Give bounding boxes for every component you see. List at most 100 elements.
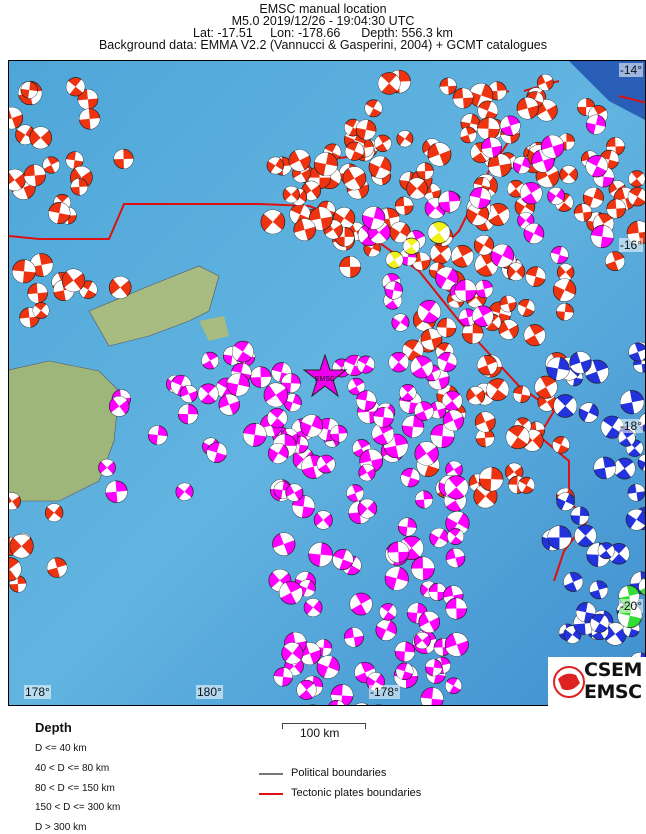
focal-mechanism-beachball [273, 667, 293, 687]
focal-mechanism-beachball [445, 460, 463, 479]
focal-mechanism-beachball [550, 245, 569, 264]
focal-mechanism-beachball [552, 278, 577, 302]
focal-mechanism-beachball [469, 187, 492, 209]
focal-mechanism-beachball [32, 302, 50, 319]
focal-mechanism-beachball [9, 534, 34, 559]
focal-mechanism-beachball [563, 572, 584, 592]
focal-mechanism-beachball [429, 242, 452, 265]
focal-mechanism-beachball [476, 355, 498, 376]
focal-mechanism-beachball [368, 155, 392, 179]
depth-legend-item: D > 300 km [35, 822, 87, 833]
focal-mechanism-beachball [481, 137, 502, 158]
focal-mechanism-beachball [628, 170, 645, 188]
focal-mechanism-beachball [242, 423, 267, 447]
focal-mechanism-beachball [450, 244, 474, 268]
focal-mechanism-beachball [546, 356, 570, 381]
island-vanua-levu [88, 265, 220, 347]
tectonic-line-swatch [259, 793, 283, 795]
focal-mechanism-beachball [445, 548, 466, 568]
map-title: EMSC manual location [259, 2, 387, 16]
focal-mechanism-beachball [279, 580, 303, 605]
focal-mechanism-beachball [349, 592, 373, 616]
focal-mechanism-beachball [486, 203, 510, 227]
focal-mechanism-beachball [459, 126, 477, 144]
focal-mechanism-beachball [179, 385, 198, 403]
focal-mechanism-beachball [267, 442, 289, 464]
focal-mechanism-beachball [625, 508, 645, 531]
focal-mechanism-beachball [552, 436, 570, 454]
focal-mechanism-beachball [355, 119, 377, 141]
focal-mechanism-beachball [77, 89, 99, 110]
focal-mechanism-beachball [420, 687, 444, 705]
focal-mechanism-beachball [416, 162, 434, 180]
political-legend: Political boundaries [291, 767, 387, 779]
focal-mechanism-beachball [461, 322, 484, 345]
focal-mechanism-beachball [356, 355, 375, 374]
scale-label: 100 km [300, 726, 340, 740]
focal-mechanism-beachball [218, 393, 240, 416]
focal-mechanism-beachball [375, 704, 383, 705]
focal-mechanism-beachball [556, 492, 575, 511]
focal-mechanism-beachball [20, 81, 38, 99]
focal-mechanism-beachball [364, 99, 383, 118]
focal-mechanism-beachball [98, 458, 116, 477]
focal-mechanism-beachball [27, 282, 48, 304]
focal-mechanism-beachball [385, 250, 404, 269]
focal-mechanism-beachball [309, 704, 317, 705]
focal-mechanism-beachball [282, 185, 300, 204]
focal-mechanism-beachball [627, 483, 645, 502]
focal-mechanism-beachball [339, 256, 361, 278]
focal-mechanism-beachball [303, 598, 323, 617]
focal-mechanism-beachball [499, 115, 521, 136]
depth-legend-item: 80 < D <= 150 km [35, 783, 115, 794]
focal-mechanism-beachball [414, 401, 434, 421]
focal-mechanism-beachball [414, 490, 433, 509]
focal-mechanism-beachball [472, 305, 494, 327]
focal-mechanism-beachball [516, 97, 539, 120]
focal-mechanism-beachball [512, 156, 531, 175]
focal-mechanism-beachball [29, 126, 53, 150]
lat-tick: -14° [618, 63, 643, 77]
scale-bar [282, 723, 366, 729]
focal-mechanism-beachball [523, 223, 545, 244]
focal-mechanism-beachball [373, 406, 394, 428]
focal-mechanism-beachball [556, 303, 574, 321]
focal-mechanism-beachball [285, 483, 304, 502]
focal-mechanism-beachball [454, 279, 477, 302]
focal-mechanism-beachball [108, 276, 132, 299]
lat-tick: -16° [618, 238, 643, 252]
focal-mechanism-beachball [387, 541, 410, 564]
epicenter-star[interactable]: EMSC [302, 353, 348, 398]
event-info: M5.0 2019/12/26 - 19:04:30 UTC [231, 14, 415, 28]
focal-mechanism-beachball [263, 382, 289, 408]
focal-mechanism-beachball [313, 152, 338, 177]
focal-mechanism-beachball [397, 517, 417, 537]
depth-legend-title: Depth [35, 720, 72, 735]
focal-mechanism-beachball [358, 463, 376, 482]
focal-mechanism-beachball [9, 168, 26, 192]
focal-mechanism-beachball [578, 402, 599, 423]
focal-mechanism-beachball [575, 602, 597, 623]
focal-mechanism-beachball [606, 198, 626, 219]
focal-mechanism-beachball [291, 495, 316, 519]
focal-mechanism-beachball [175, 482, 194, 501]
focal-mechanism-beachball [413, 632, 431, 650]
depth-legend-item: D <= 40 km [35, 743, 87, 754]
focal-mechanism-beachball [394, 196, 414, 216]
focal-mechanism-beachball [70, 178, 88, 196]
focal-mechanism-beachball [435, 266, 459, 291]
focal-mechanism-beachball [569, 351, 592, 374]
focal-mechanism-beachball [267, 407, 288, 429]
focal-mechanism-beachball [357, 498, 378, 519]
focal-mechanism-beachball [281, 642, 304, 665]
focal-mechanism-beachball [430, 423, 455, 449]
focal-mechanism-beachball [42, 156, 60, 174]
focal-mechanism-beachball [600, 415, 624, 439]
focal-mechanism-beachball [490, 243, 515, 268]
focal-mechanism-beachball [400, 467, 420, 488]
focal-mechanism-beachball [428, 401, 447, 419]
focal-mechanism-beachball [362, 206, 386, 230]
seismicity-map[interactable]: EMSC -14° -16° -18° -20° 178° 180° -178° [8, 60, 646, 706]
focal-mechanism-beachball [226, 373, 250, 397]
focal-mechanism-beachball [316, 454, 336, 474]
